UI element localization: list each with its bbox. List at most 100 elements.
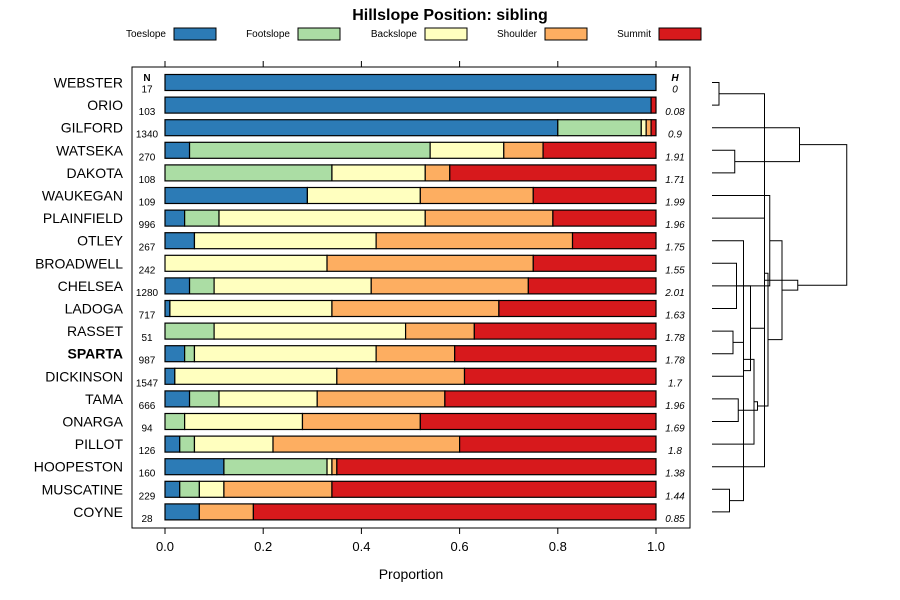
bar-pillot-summit: [459, 435, 657, 453]
bar-gilford-shoulder: [645, 119, 652, 137]
row-labels: WEBSTER ORIO GILFORD WATSEKA DAKOTA WAUKEGAN P…: [34, 75, 124, 520]
bar-pillot-toeslope: [164, 435, 181, 453]
n-value-ladoga: 717: [139, 311, 156, 322]
n-value-broadwell: 242: [139, 265, 156, 276]
row-label-plainfield: PLAINFIELD: [43, 210, 123, 226]
bar-dickinson-toeslope: [164, 367, 176, 385]
bar-tama-summit: [444, 390, 657, 408]
bar-waukegan-toeslope: [164, 186, 308, 205]
h-header: H: [671, 73, 679, 84]
row-label-chelsea: CHELSEA: [58, 278, 124, 294]
x-tick-label: 0.8: [549, 539, 567, 554]
dendrogram-link: [712, 217, 765, 329]
row-label-sparta: SPARTA: [68, 346, 123, 362]
bar-coyne-toeslope: [164, 503, 200, 521]
bar-plainfield-footslope: [184, 209, 220, 227]
x-axis-label: Proportion: [379, 566, 444, 582]
legend-swatch-summit: [658, 27, 702, 41]
row-label-dakota: DAKOTA: [66, 165, 123, 181]
bar-tama-backslope: [218, 390, 318, 408]
legend-swatch-shoulder: [544, 27, 588, 41]
legend: Toeslope Footslope Backslope Shoulder Summit: [126, 27, 702, 41]
dendrogram-link: [712, 358, 755, 445]
bar-dakota-summit: [449, 164, 657, 182]
n-value-muscatine: 229: [139, 491, 156, 502]
bar-waukegan-backslope: [306, 186, 421, 205]
row-label-webster: WEBSTER: [54, 75, 123, 91]
h-value-chelsea: 2.01: [664, 288, 684, 299]
bar-hoopeston-shoulder: [331, 458, 338, 476]
n-value-pillot: 126: [139, 446, 156, 457]
bar-muscatine-footslope: [179, 480, 200, 498]
row-label-pillot: PILLOT: [75, 436, 124, 452]
h-value-rasset: 1.78: [665, 333, 685, 344]
n-value-coyne: 28: [141, 514, 153, 525]
bar-gilford-backslope: [640, 119, 647, 137]
dendrogram-link: [738, 401, 758, 411]
bar-sparta-toeslope: [164, 345, 186, 363]
h-value-gilford: 0.9: [668, 130, 682, 141]
bar-sparta-footslope: [184, 345, 196, 363]
x-axis: 0.0 0.2 0.4 0.6 0.8 1.0: [156, 61, 665, 554]
dendrogram-link: [712, 149, 736, 174]
bar-dickinson-shoulder: [336, 367, 466, 385]
bar-chelsea-shoulder: [370, 277, 529, 295]
bar-onarga-summit: [419, 412, 657, 431]
bar-chelsea-backslope: [213, 277, 372, 295]
bar-muscatine-shoulder: [223, 480, 333, 498]
bar-gilford-footslope: [557, 119, 642, 137]
n-value-orio: 103: [139, 107, 156, 118]
n-value-watseka: 270: [139, 152, 156, 163]
row-label-coyne: COYNE: [73, 504, 123, 520]
dendrogram-link: [797, 144, 848, 286]
row-label-orio: ORIO: [87, 97, 123, 113]
n-value-chelsea: 1280: [136, 288, 159, 299]
bar-rasset-summit: [473, 322, 657, 340]
h-value-muscatine: 1.44: [665, 491, 685, 502]
bar-webster-toeslope: [164, 73, 657, 92]
bar-watseka-footslope: [188, 141, 431, 159]
bar-dakota-shoulder: [424, 164, 451, 182]
bar-broadwell-backslope: [164, 254, 328, 272]
bar-dickinson-summit: [463, 367, 657, 385]
n-value-webster: 17: [141, 85, 153, 96]
bar-muscatine-summit: [331, 480, 657, 498]
bar-sparta-shoulder: [375, 345, 456, 363]
dendrogram-link: [757, 272, 769, 407]
bar-tama-shoulder: [316, 390, 446, 408]
h-value-orio: 0.08: [665, 107, 685, 118]
row-label-dickinson: DICKINSON: [45, 368, 123, 384]
bar-dakota-backslope: [331, 164, 426, 182]
bar-dakota-footslope: [164, 164, 333, 182]
bar-hoopeston-footslope: [223, 458, 328, 476]
bar-rasset-shoulder: [404, 322, 475, 340]
x-tick-label: 0.0: [156, 539, 174, 554]
bar-tama-toeslope: [164, 390, 191, 408]
bar-pillot-footslope: [179, 435, 196, 453]
bar-plainfield-shoulder: [424, 209, 554, 227]
bar-hoopeston-backslope: [326, 458, 333, 476]
row-label-gilford: GILFORD: [61, 120, 123, 136]
bar-muscatine-toeslope: [164, 480, 181, 498]
dendrogram-link: [712, 285, 751, 372]
bar-otley-shoulder: [375, 232, 574, 250]
bar-chelsea-footslope: [188, 277, 215, 295]
h-value-plainfield: 1.96: [665, 220, 685, 231]
n-header: N: [143, 73, 150, 84]
h-value-otley: 1.75: [665, 243, 685, 254]
h-value-sparta: 1.78: [665, 356, 685, 367]
bar-rasset-footslope: [164, 322, 215, 340]
bar-hoopeston-summit: [336, 458, 657, 476]
h-value-pillot: 1.8: [668, 446, 682, 457]
h-value-waukegan: 1.99: [665, 198, 685, 209]
h-value-tama: 1.96: [665, 401, 685, 412]
x-tick-label: 0.2: [254, 539, 272, 554]
bar-otley-toeslope: [164, 232, 196, 250]
h-value-ladoga: 1.63: [665, 311, 685, 322]
h-value-dakota: 1.71: [665, 175, 684, 186]
bar-sparta-backslope: [193, 345, 377, 363]
h-labels: H0 0.08 0.9 1.91 1.71 1.99 1.96 1.75 1.55 2.01 1.6…: [664, 73, 685, 525]
plot-frame: [131, 66, 691, 529]
bars: [164, 73, 657, 521]
row-label-rasset: RASSET: [67, 323, 123, 339]
